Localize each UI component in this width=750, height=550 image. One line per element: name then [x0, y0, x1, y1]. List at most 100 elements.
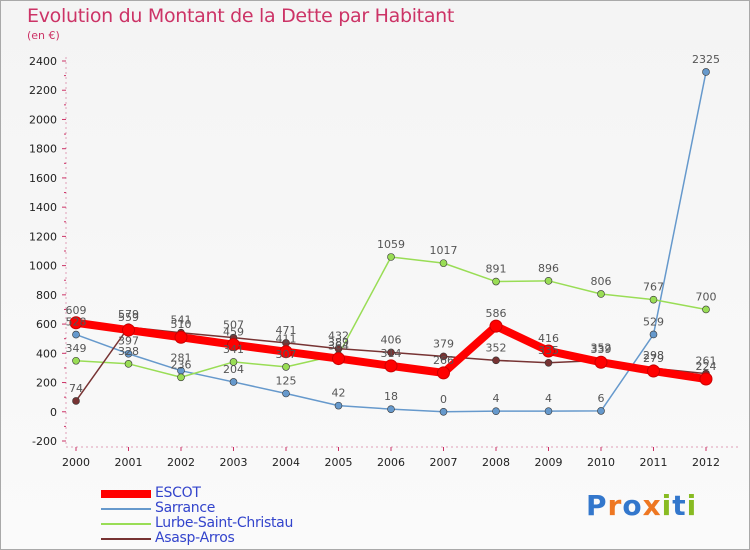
legend-label: Asasp-Arros	[155, 530, 235, 546]
data-label: 891	[486, 263, 507, 276]
legend-label: ESCOT	[155, 485, 201, 501]
data-point	[649, 295, 658, 304]
data-label: 389	[328, 336, 349, 349]
data-point	[72, 356, 80, 365]
data-point	[594, 355, 608, 369]
y-tick-label: 800	[36, 289, 57, 302]
x-tick-label: 2011	[640, 456, 668, 469]
data-label: 1059	[377, 238, 405, 251]
y-tick-label: 600	[36, 318, 57, 331]
data-point	[124, 360, 133, 368]
x-tick-label: 2000	[62, 456, 90, 469]
data-label: 298	[643, 349, 664, 362]
data-point	[72, 330, 80, 339]
y-tick-label: 2400	[29, 55, 57, 68]
y-tick-label: 1000	[29, 260, 57, 273]
data-point	[384, 359, 398, 373]
x-tick-label: 2007	[430, 456, 458, 469]
logo-letter: i	[686, 489, 698, 522]
data-point	[387, 348, 395, 357]
data-point	[492, 356, 500, 365]
data-point	[387, 253, 395, 261]
data-label: 1017	[430, 244, 458, 257]
x-tick-label: 2009	[535, 456, 563, 469]
y-tick-label: 1800	[29, 143, 57, 156]
data-point	[542, 344, 555, 358]
data-label: 416	[538, 332, 559, 345]
data-label: 559	[118, 311, 139, 324]
data-label: 432	[328, 330, 349, 343]
data-point	[279, 345, 293, 359]
data-label: 349	[66, 342, 87, 355]
data-point	[544, 277, 553, 285]
data-label: 541	[171, 314, 192, 327]
data-label: 4	[545, 392, 552, 405]
data-label: 2325	[692, 53, 720, 66]
y-tick-label: 2000	[29, 113, 57, 126]
x-tick-label: 2006	[377, 456, 405, 469]
y-tick-label: 1200	[29, 230, 57, 243]
data-label: 507	[223, 319, 244, 332]
data-label: 314	[381, 347, 402, 360]
data-label: 459	[223, 326, 244, 339]
data-label: 6	[598, 392, 605, 405]
proxiti-logo: Proxiti	[586, 489, 697, 522]
data-point	[647, 364, 660, 378]
x-tick-label: 2002	[167, 456, 195, 469]
data-point	[544, 359, 553, 367]
data-point	[492, 407, 500, 415]
data-point	[387, 405, 395, 413]
data-point	[649, 330, 658, 339]
data-label: 307	[276, 348, 297, 361]
data-label: 579	[118, 308, 139, 321]
data-point	[439, 352, 448, 361]
data-label: 4	[493, 392, 500, 405]
data-label: 700	[696, 290, 717, 303]
x-tick-label: 2012	[692, 456, 720, 469]
data-label: 510	[171, 318, 192, 331]
data-label: 806	[591, 275, 612, 288]
y-tick-label: 400	[36, 347, 57, 360]
data-point	[177, 373, 185, 382]
data-point	[439, 259, 448, 267]
logo-letter: t	[672, 489, 687, 522]
data-label: 261	[696, 355, 717, 368]
data-point	[332, 352, 345, 366]
data-label: 896	[538, 262, 559, 275]
data-label: 224	[696, 360, 717, 373]
data-label: 279	[643, 352, 664, 365]
data-point	[72, 397, 80, 405]
y-tick-label: 1400	[29, 201, 57, 214]
data-label: 528	[66, 316, 87, 329]
data-label: 767	[643, 281, 664, 294]
data-label: 328	[118, 345, 139, 358]
x-tick-label: 2004	[272, 456, 300, 469]
legend-label: Lurbe-Saint-Christau	[155, 515, 294, 531]
logo-letter: i	[661, 489, 673, 522]
logo-letter: P	[586, 489, 608, 522]
x-tick-label: 2010	[587, 456, 615, 469]
x-tick-label: 2005	[325, 456, 353, 469]
data-label: 397	[118, 335, 139, 348]
data-point	[174, 330, 188, 344]
data-point	[229, 358, 238, 366]
data-label: 74	[69, 382, 83, 395]
data-label: 529	[643, 315, 664, 328]
data-point	[492, 277, 500, 286]
data-point	[437, 366, 450, 380]
y-tick-label: 1600	[29, 172, 57, 185]
data-point	[597, 407, 605, 415]
logo-letter: x	[642, 489, 662, 522]
data-label: 341	[223, 343, 244, 356]
x-tick-label: 2001	[115, 456, 143, 469]
data-point	[282, 363, 290, 371]
data-point	[439, 407, 448, 416]
data-point	[544, 407, 553, 415]
y-tick-label: 0	[50, 406, 57, 419]
data-label: 364	[328, 340, 349, 353]
data-label: 335	[538, 344, 559, 357]
data-label: 406	[381, 333, 402, 346]
y-tick-label: -200	[32, 435, 57, 448]
data-point	[597, 290, 605, 298]
